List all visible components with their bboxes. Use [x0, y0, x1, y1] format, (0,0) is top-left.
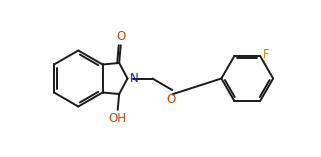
Text: F: F	[263, 48, 269, 61]
Text: O: O	[166, 92, 176, 106]
Text: N: N	[130, 72, 138, 85]
Text: OH: OH	[109, 112, 127, 125]
Text: O: O	[116, 30, 125, 43]
